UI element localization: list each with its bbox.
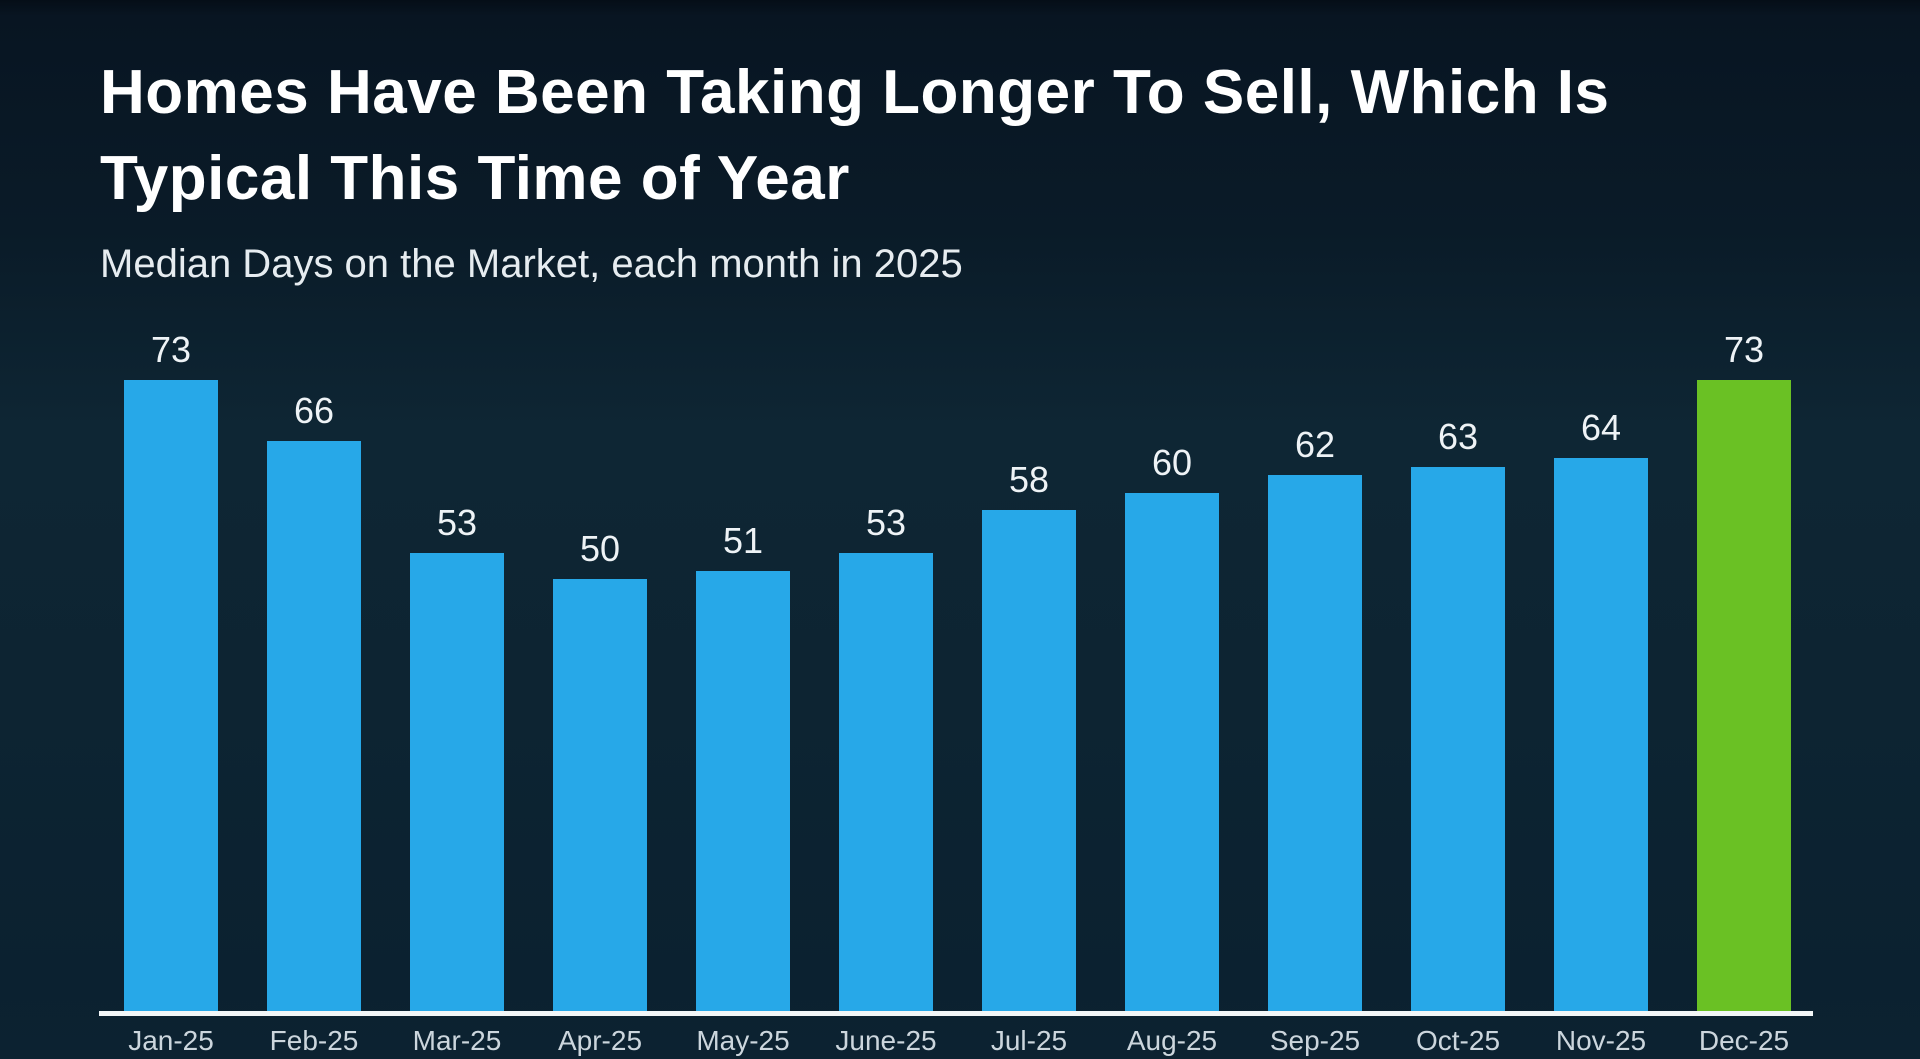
x-axis-baseline [99,1011,1813,1016]
bar-jan-25 [124,380,218,1013]
bar-apr-25 [553,579,647,1013]
bar-aug-25 [1125,493,1219,1013]
x-axis-label-nov-25: Nov-25 [1555,1025,1647,1056]
x-axis-label-may-25: May-25 [696,1025,790,1056]
bar-value-label-jan-25: 73 [150,329,192,370]
bar-value-label-jul-25: 58 [1008,459,1050,500]
bar-chart-plot-area: 73 66 53 50 51 53 58 60 62 63 64 73 [99,330,1813,1013]
bar-mar-25 [410,553,504,1013]
x-axis-label-aug-25: Aug-25 [1126,1025,1218,1056]
bar-value-label-apr-25: 50 [579,528,621,569]
bar-jul-25 [982,510,1076,1013]
x-axis-label-feb-25: Feb-25 [269,1025,359,1056]
chart-subtitle: Median Days on the Market, each month in… [100,242,963,286]
bar-june-25 [839,553,933,1013]
x-axis-label-sep-25: Sep-25 [1269,1025,1361,1056]
bar-value-label-aug-25: 60 [1151,442,1193,483]
x-axis-label-mar-25: Mar-25 [412,1025,502,1056]
bar-sep-25 [1268,475,1362,1013]
chart-title-line-1: Homes Have Been Taking Longer To Sell, W… [100,58,1610,127]
x-axis-label-oct-25: Oct-25 [1415,1025,1501,1056]
x-axis-label-apr-25: Apr-25 [557,1025,643,1056]
bar-nov-25 [1554,458,1648,1013]
chart-title-line-2: Typical This Time of Year [100,144,850,213]
bar-oct-25 [1411,467,1505,1013]
x-axis-label-jul-25: Jul-25 [990,1025,1068,1056]
chart-title: Homes Have Been Taking Longer To Sell, W… [100,50,1610,222]
bar-value-label-may-25: 51 [722,520,764,561]
bar-value-label-june-25: 53 [865,502,907,543]
x-axis-label-jan-25: Jan-25 [128,1025,214,1056]
x-axis-labels: Jan-25 Feb-25 Mar-25 Apr-25 May-25 June-25 Jul… [99,1025,1813,1059]
x-axis-label-june-25: June-25 [835,1025,937,1056]
bar-value-label-mar-25: 53 [436,502,478,543]
bar-value-label-oct-25: 63 [1437,416,1479,457]
bar-value-label-sep-25: 62 [1294,424,1336,465]
bar-value-label-dec-25: 73 [1723,329,1765,370]
bar-dec-25 [1697,380,1791,1013]
bar-may-25 [696,571,790,1013]
bar-feb-25 [267,441,361,1013]
x-axis-label-dec-25: Dec-25 [1698,1025,1790,1056]
bar-value-label-feb-25: 66 [293,390,335,431]
bar-value-label-nov-25: 64 [1580,407,1622,448]
